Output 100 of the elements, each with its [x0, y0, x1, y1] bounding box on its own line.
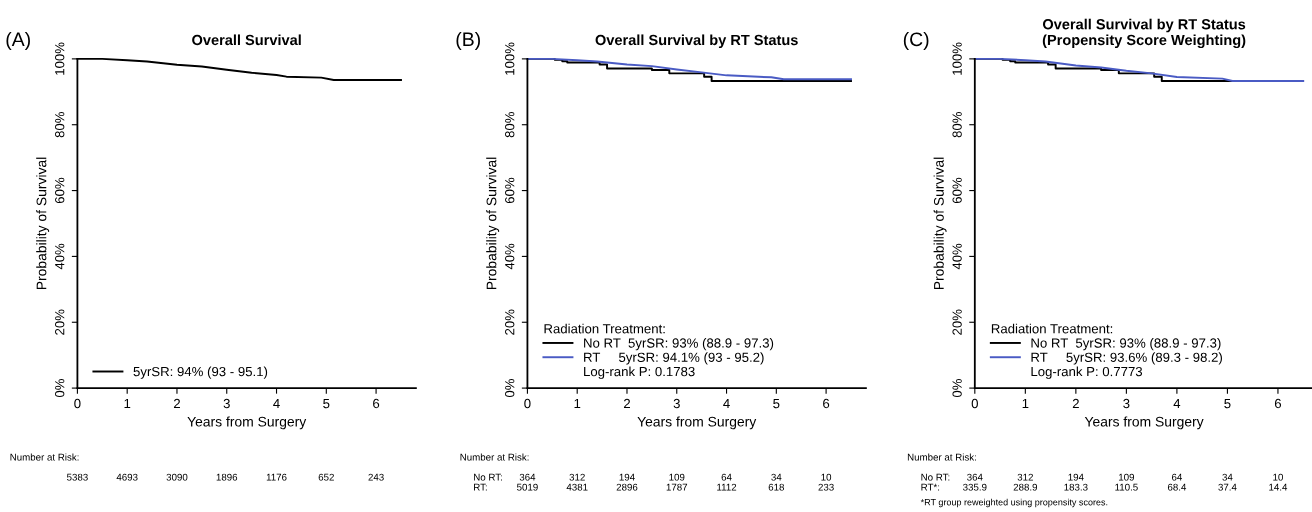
- y-tick-label: 0%: [952, 379, 962, 398]
- y-tick-label: 0%: [505, 379, 515, 398]
- x-axis-title: Years from Surgery: [187, 416, 307, 430]
- x-tick-label: 0: [74, 398, 81, 409]
- text: 109: [669, 473, 685, 481]
- text: Number at Risk:: [10, 453, 79, 461]
- x-tick-label: 5: [323, 399, 330, 409]
- y-tick-label: 40%: [952, 243, 962, 270]
- x-tick-label: 3: [1123, 398, 1130, 409]
- x-tick-label: 5: [773, 399, 780, 409]
- text: 3090: [166, 473, 188, 481]
- y-tick-label: 80%: [55, 111, 65, 138]
- text: Number at Risk:: [460, 453, 529, 461]
- text: 288.9: [1013, 483, 1038, 491]
- x-tick-label: 1: [1022, 399, 1029, 409]
- text: RT*:: [921, 483, 940, 491]
- x-tick-label: 4: [273, 399, 280, 409]
- text: 243: [368, 473, 384, 481]
- text: 4693: [116, 473, 138, 481]
- y-tick-label: 20%: [505, 309, 515, 335]
- x-tick-label: 3: [223, 398, 230, 409]
- x-tick-label: 2: [1072, 398, 1079, 409]
- text: 194: [619, 473, 635, 481]
- text: 34: [1222, 473, 1233, 481]
- text: 10: [1273, 473, 1283, 481]
- text: 5383: [66, 473, 88, 481]
- x-tick-label: 4: [723, 399, 730, 409]
- text: 64: [1171, 473, 1183, 481]
- y-tick-label: 0%: [55, 379, 65, 398]
- y-tick-label: 100%: [55, 42, 65, 75]
- y-tick-label: 60%: [505, 177, 515, 204]
- annotation: Log-rank P: 0.7773: [1031, 366, 1143, 379]
- text: RT:: [474, 483, 487, 491]
- text: 34: [771, 473, 782, 481]
- text: 1787: [666, 483, 688, 491]
- text: 68.4: [1167, 483, 1187, 491]
- text: 10: [821, 473, 832, 481]
- y-tick-label: 40%: [55, 243, 65, 270]
- legend-label: 5yrSR: 94% (93 - 95.1): [133, 366, 268, 379]
- text: 109: [1119, 473, 1135, 481]
- x-tick-label: 0: [971, 398, 978, 409]
- x-tick-label: 6: [823, 398, 830, 409]
- chart-title: Overall Survival by RT Status (Propensity Score Weighting): [1042, 18, 1246, 49]
- text: 110.5: [1115, 483, 1138, 491]
- legend-label: No RT 5yrSR: 93% (88.9 - 97.3): [1031, 338, 1221, 351]
- chart-title: Overall Survival: [192, 34, 301, 46]
- text: 183.3: [1064, 483, 1088, 491]
- text: 618: [768, 483, 785, 491]
- text: Number at Risk:: [907, 453, 976, 461]
- y-axis-title: Probability of Survival: [36, 157, 50, 290]
- legend-label: RT 5yrSR: 94.1% (93 - 95.2): [584, 352, 764, 365]
- text: No RT:: [474, 473, 502, 481]
- text: 312: [1017, 473, 1033, 481]
- y-tick-label: 80%: [505, 111, 515, 138]
- text: 1896: [216, 473, 238, 481]
- x-tick-label: 1: [124, 399, 131, 409]
- y-tick-label: 100%: [952, 42, 962, 75]
- text: 1112: [717, 483, 737, 491]
- text: 194: [1068, 473, 1084, 481]
- text: (A): [6, 31, 30, 51]
- text: 4381: [566, 483, 588, 491]
- x-tick-label: 6: [1274, 398, 1282, 409]
- x-axis-title: Years from Surgery: [1084, 416, 1204, 430]
- text: 364: [519, 473, 536, 481]
- y-tick-label: 60%: [952, 177, 962, 204]
- annotation: Log-rank P: 0.1783: [584, 366, 695, 379]
- text: 5019: [517, 483, 538, 491]
- y-tick-label: 20%: [952, 309, 962, 335]
- text: 37.4: [1218, 483, 1237, 491]
- chart-title: Overall Survival by RT Status: [595, 34, 798, 49]
- legend-title: Radiation Treatment:: [544, 323, 665, 334]
- text: 64: [721, 473, 732, 481]
- y-axis-title: Probability of Survival: [486, 157, 500, 290]
- text: 364: [967, 473, 983, 481]
- x-tick-label: 5: [1224, 399, 1231, 409]
- text: 652: [318, 473, 334, 481]
- text: 1176: [266, 473, 287, 481]
- x-tick-label: 0: [524, 398, 531, 409]
- x-tick-label: 2: [623, 398, 630, 409]
- text: 14.4: [1269, 483, 1288, 491]
- text: 233: [818, 483, 834, 491]
- x-tick-label: 4: [1173, 399, 1181, 409]
- y-axis-title: Probability of Survival: [933, 157, 947, 290]
- y-tick-label: 100%: [505, 42, 515, 75]
- text: 2896: [616, 483, 638, 491]
- text: (C): [903, 31, 929, 51]
- legend-label: RT 5yrSR: 93.6% (89.3 - 98.2): [1031, 352, 1222, 365]
- text: No RT:: [921, 473, 950, 481]
- x-axis-title: Years from Surgery: [637, 416, 757, 430]
- text: (B): [456, 31, 480, 51]
- x-tick-label: 2: [173, 398, 180, 409]
- y-tick-label: 20%: [55, 309, 65, 335]
- y-tick-label: 60%: [55, 177, 65, 204]
- y-tick-label: 40%: [505, 243, 515, 270]
- text: 335.9: [963, 483, 987, 491]
- x-tick-label: 3: [673, 398, 680, 409]
- x-tick-label: 6: [373, 398, 380, 409]
- text: *RT group reweighted using propensity scores.: [920, 498, 1108, 508]
- x-tick-label: 1: [574, 399, 581, 409]
- legend-label: No RT 5yrSR: 93% (88.9 - 97.3): [584, 338, 774, 351]
